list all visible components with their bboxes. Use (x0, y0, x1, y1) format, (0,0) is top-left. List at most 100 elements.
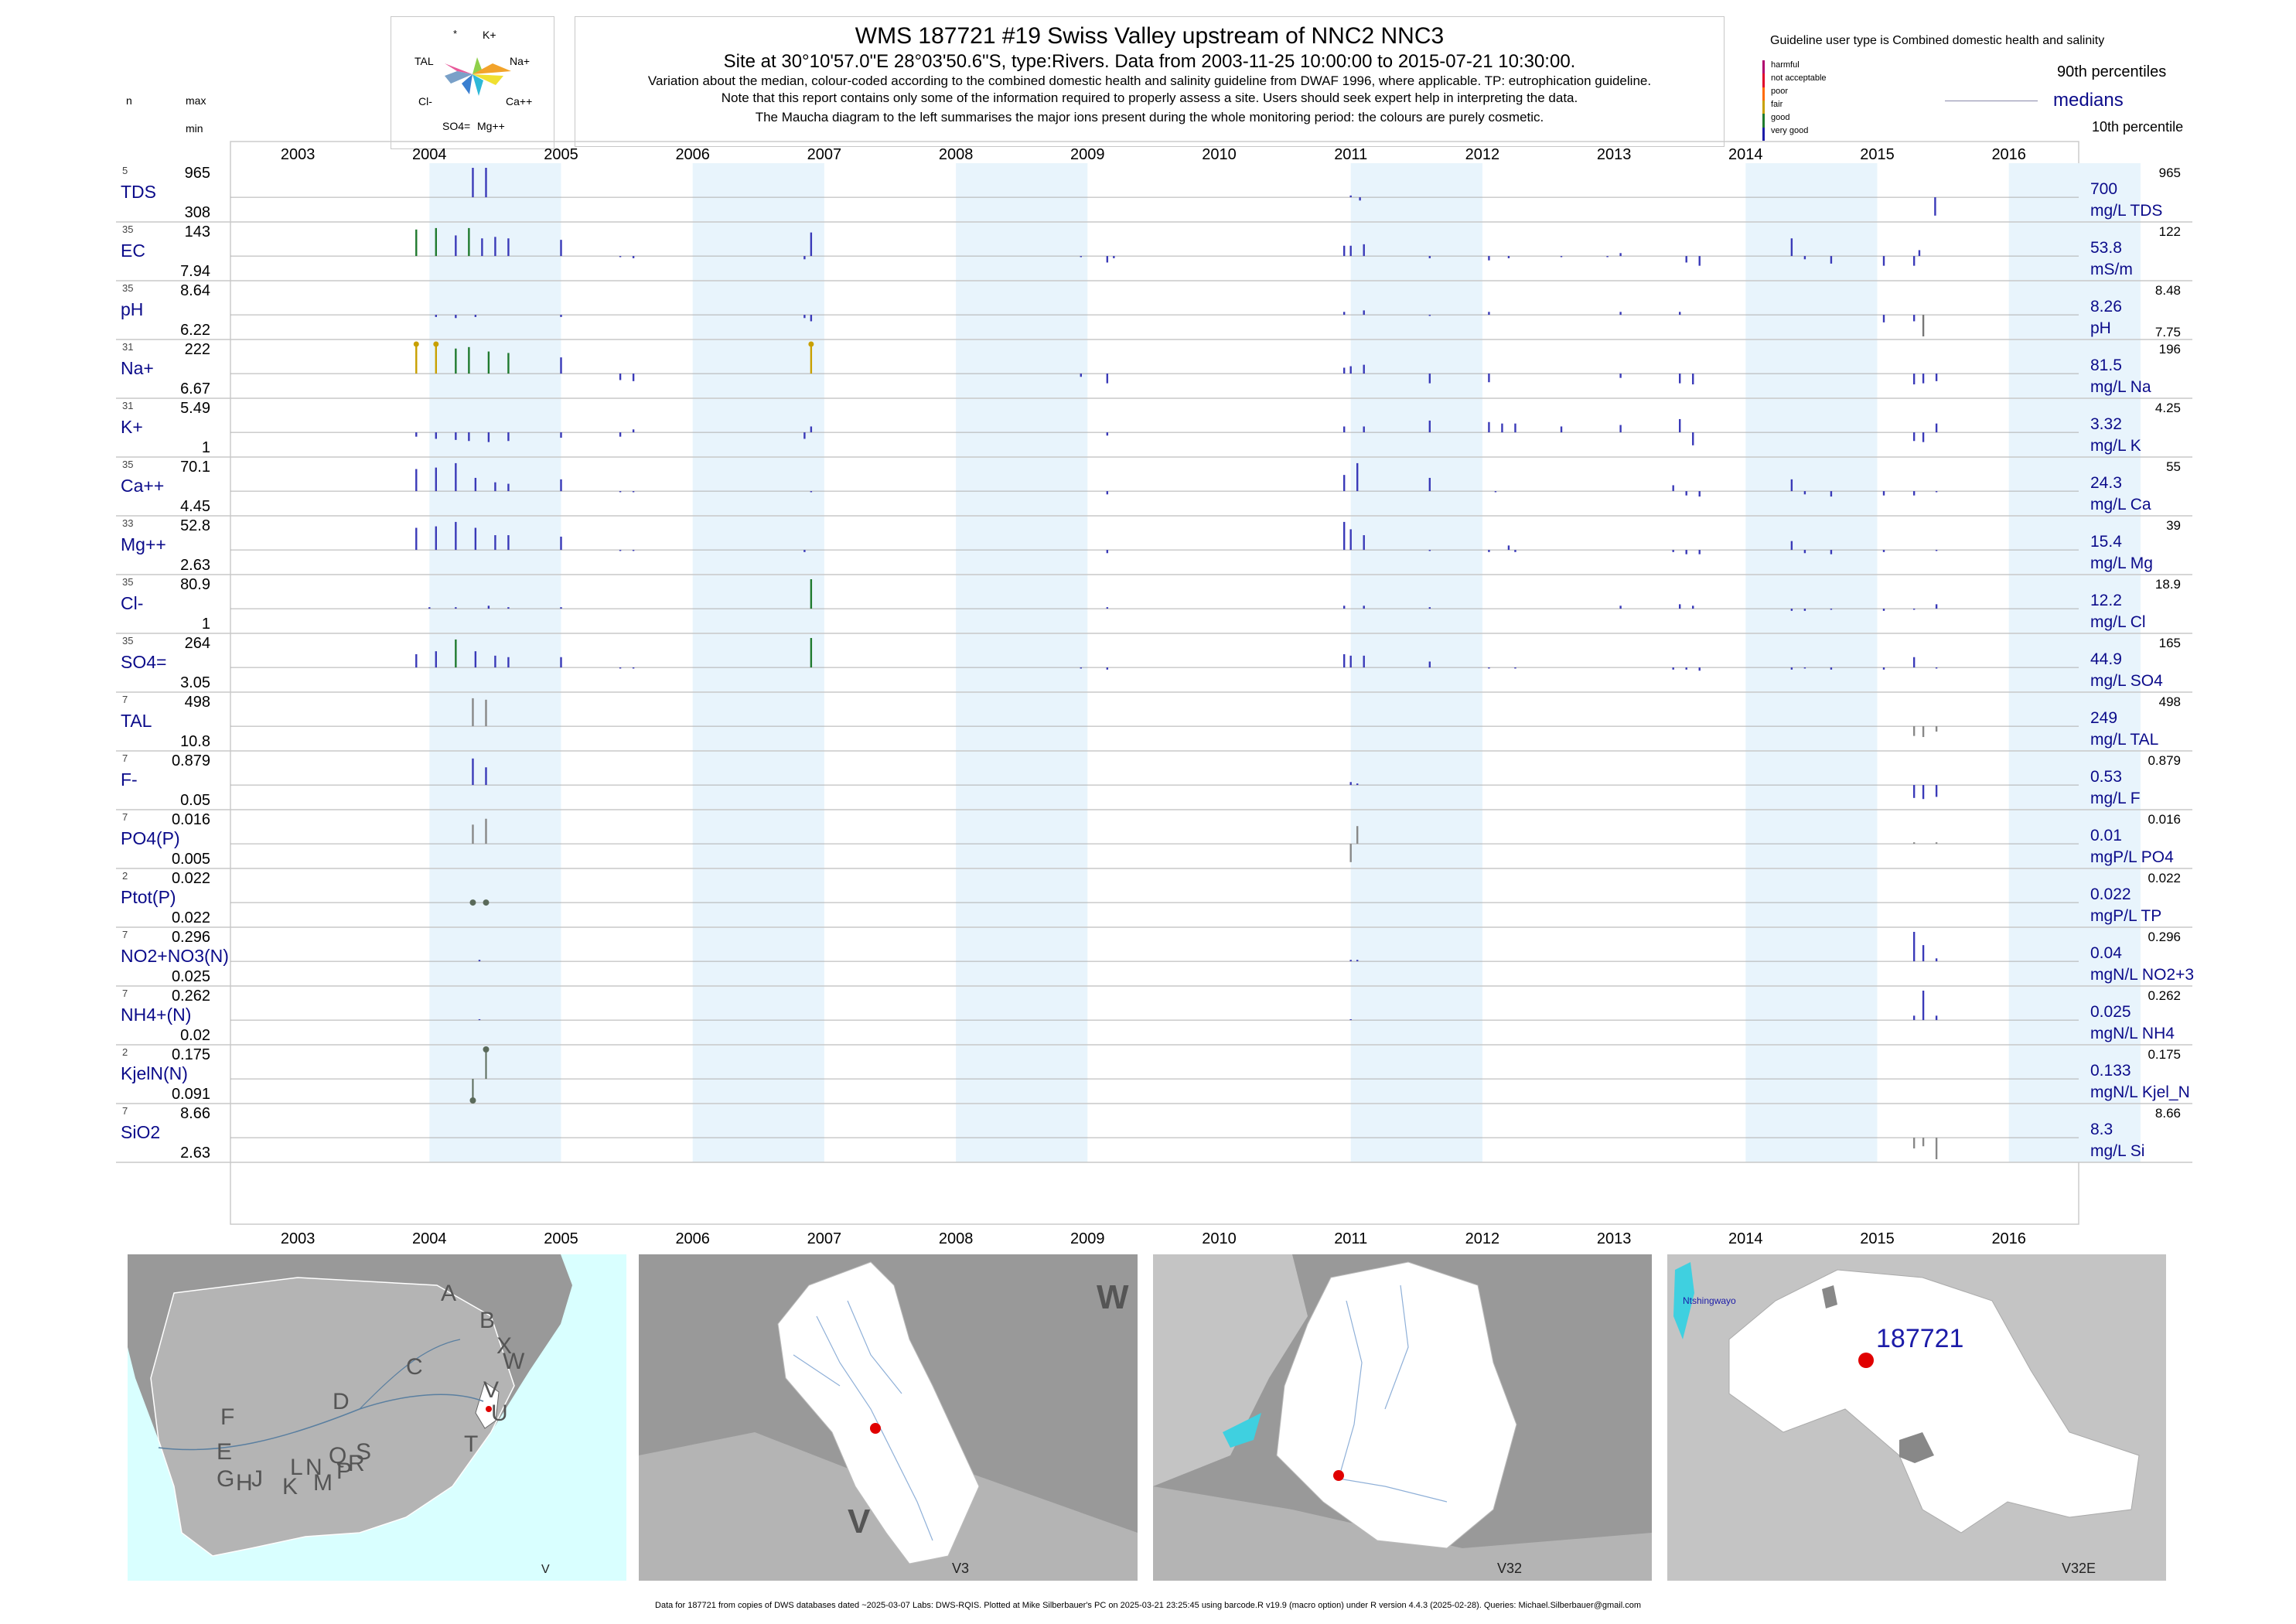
map-1-region-letter: F (220, 1404, 234, 1430)
map-v32-catchment (1276, 1261, 1517, 1549)
row-min-value: 308 (185, 204, 210, 221)
map-1-region-letter: D (333, 1389, 350, 1414)
maucha-diagram-box: * K+ TAL Na+ Cl- Ca++ SO4= Mg++ (391, 16, 554, 149)
map-drainage-v (475, 1381, 500, 1429)
barcode-chart: 2003 2003 2004 2004 2005 2005 2006 2006 2007 2007… (116, 141, 2194, 1245)
row-min-value: 0.005 (172, 851, 210, 868)
shaded-year-band (1745, 163, 1878, 1162)
row-unit-label: mg/L SO4 (2090, 672, 2163, 690)
row-median-value: 0.04 (2090, 944, 2122, 962)
row-unit-label: mg/L Si (2090, 1142, 2144, 1160)
guideline-fair-marker (433, 341, 439, 347)
shaded-year-band (2008, 163, 2141, 1162)
row-p90-value: 39 (2166, 518, 2181, 533)
site-subtitle: Site at 30°10'57.0"E 28°03'50.6"S, type:… (723, 51, 1576, 72)
legend-colour-swatch (1762, 127, 1765, 141)
col-head-min: min (186, 122, 203, 135)
row-min-value: 10.8 (180, 733, 210, 750)
map-v3-rivers (793, 1300, 933, 1541)
row-unit-label: pH (2090, 319, 2111, 337)
title-box: WMS 187721 #19 Swiss Valley upstream of … (575, 16, 1725, 147)
row-unit-label: mg/L K (2090, 437, 2141, 455)
row-min-value: 6.67 (180, 380, 210, 397)
year-tick-label-top: 2016 (1991, 146, 2026, 163)
row-unit-label: mgP/L PO4 (2090, 848, 2174, 866)
row-max-value: 8.66 (180, 1105, 210, 1122)
note-variation: Variation about the median, colour-coded… (647, 73, 1652, 88)
row-n-count: 31 (122, 341, 133, 353)
row-min-value: 7.94 (180, 263, 210, 280)
row-min-value: 3.05 (180, 674, 210, 691)
guideline-fair-marker (413, 341, 419, 347)
row-min-value: 4.45 (180, 498, 210, 515)
map-drainage-v3: W V V3 (639, 1254, 1138, 1581)
row-variable-label: Na+ (121, 358, 154, 378)
row-median-value: 8.26 (2090, 298, 2122, 316)
map-1-region-letter: A (441, 1281, 456, 1306)
maucha-cl-label: Cl- (418, 95, 432, 107)
maucha-star-label: * (453, 28, 457, 39)
map-4-site-label: 187721 (1876, 1324, 1963, 1353)
row-p90-value: 0.022 (2148, 871, 2181, 885)
row-min-value: 0.022 (172, 909, 210, 926)
legend-class-harmful: harmful (1771, 60, 1800, 70)
row-unit-label: mg/L Mg (2090, 554, 2153, 572)
row-min-value: 0.025 (172, 968, 210, 985)
map-1-region-letter: J (251, 1466, 263, 1492)
data-point-marker (469, 899, 476, 906)
maucha-k-wedge (473, 57, 482, 74)
year-tick-label-bottom: 2010 (1202, 1230, 1237, 1245)
row-unit-label: mgN/L NH4 (2090, 1025, 2175, 1042)
row-median-value: 15.4 (2090, 533, 2122, 551)
row-p90-value: 498 (2159, 694, 2181, 709)
row-min-value: 2.63 (180, 557, 210, 574)
row-median-value: 0.022 (2090, 885, 2131, 903)
map-v3-catchment (777, 1261, 980, 1564)
map-1-region-letter: S (356, 1439, 371, 1465)
row-p90-value: 4.25 (2155, 401, 2181, 415)
legend-medians-label: medians (2053, 90, 2124, 111)
map-2-label: V3 (952, 1561, 969, 1576)
legend-colour-swatch (1762, 114, 1765, 128)
row-max-value: 52.8 (180, 517, 210, 534)
year-tick-label-top: 2008 (939, 146, 974, 163)
row-min-value: 0.091 (172, 1086, 210, 1103)
map-2-letter-w: W (1097, 1278, 1129, 1316)
row-n-count: 33 (122, 517, 133, 529)
row-max-value: 80.9 (180, 576, 210, 593)
row-median-value: 0.025 (2090, 1003, 2131, 1021)
year-tick-label-bottom: 2016 (1991, 1230, 2026, 1245)
row-n-count: 35 (122, 635, 133, 647)
row-unit-label: mg/L Cl (2090, 613, 2146, 631)
row-unit-label: mg/L Ca (2090, 496, 2151, 513)
map-river-vaal (359, 1339, 461, 1410)
shaded-year-band (956, 163, 1088, 1162)
legend-p90-label: 90th percentiles (2057, 63, 2167, 80)
row-p90-value: 18.9 (2155, 577, 2181, 592)
row-variable-label: SiO2 (121, 1122, 160, 1142)
map-1-region-letter: M (313, 1470, 333, 1496)
row-n-count: 35 (122, 459, 133, 470)
year-tick-label-bottom: 2011 (1334, 1230, 1367, 1245)
row-max-value: 8.64 (180, 282, 210, 299)
year-tick-label-top: 2004 (412, 146, 447, 163)
row-unit-label: mS/m (2090, 261, 2133, 278)
col-head-n: n (126, 94, 132, 107)
row-unit-label: mgN/L NO2+3 (2090, 966, 2194, 984)
row-variable-label: F- (121, 769, 138, 790)
row-variable-label: SO4= (121, 652, 166, 672)
map-1-region-letter: W (503, 1349, 525, 1374)
legend-class-not-acceptable: not acceptable (1771, 73, 1827, 83)
map-1-region-letter: K (282, 1474, 298, 1499)
map-v32e-site-dot (1858, 1353, 1874, 1368)
row-unit-label: mg/L Na (2090, 378, 2151, 396)
map-1-region-letter: R (348, 1451, 365, 1476)
year-tick-label-bottom: 2013 (1597, 1230, 1632, 1245)
row-median-value: 3.32 (2090, 415, 2122, 433)
map-v32-dam (1223, 1413, 1261, 1448)
map-v32-surround-2 (1153, 1486, 1652, 1581)
year-tick-label-top: 2014 (1728, 146, 1763, 163)
year-tick-label-bottom: 2015 (1860, 1230, 1895, 1245)
year-tick-label-top: 2013 (1597, 146, 1632, 163)
row-n-count: 7 (122, 694, 128, 705)
